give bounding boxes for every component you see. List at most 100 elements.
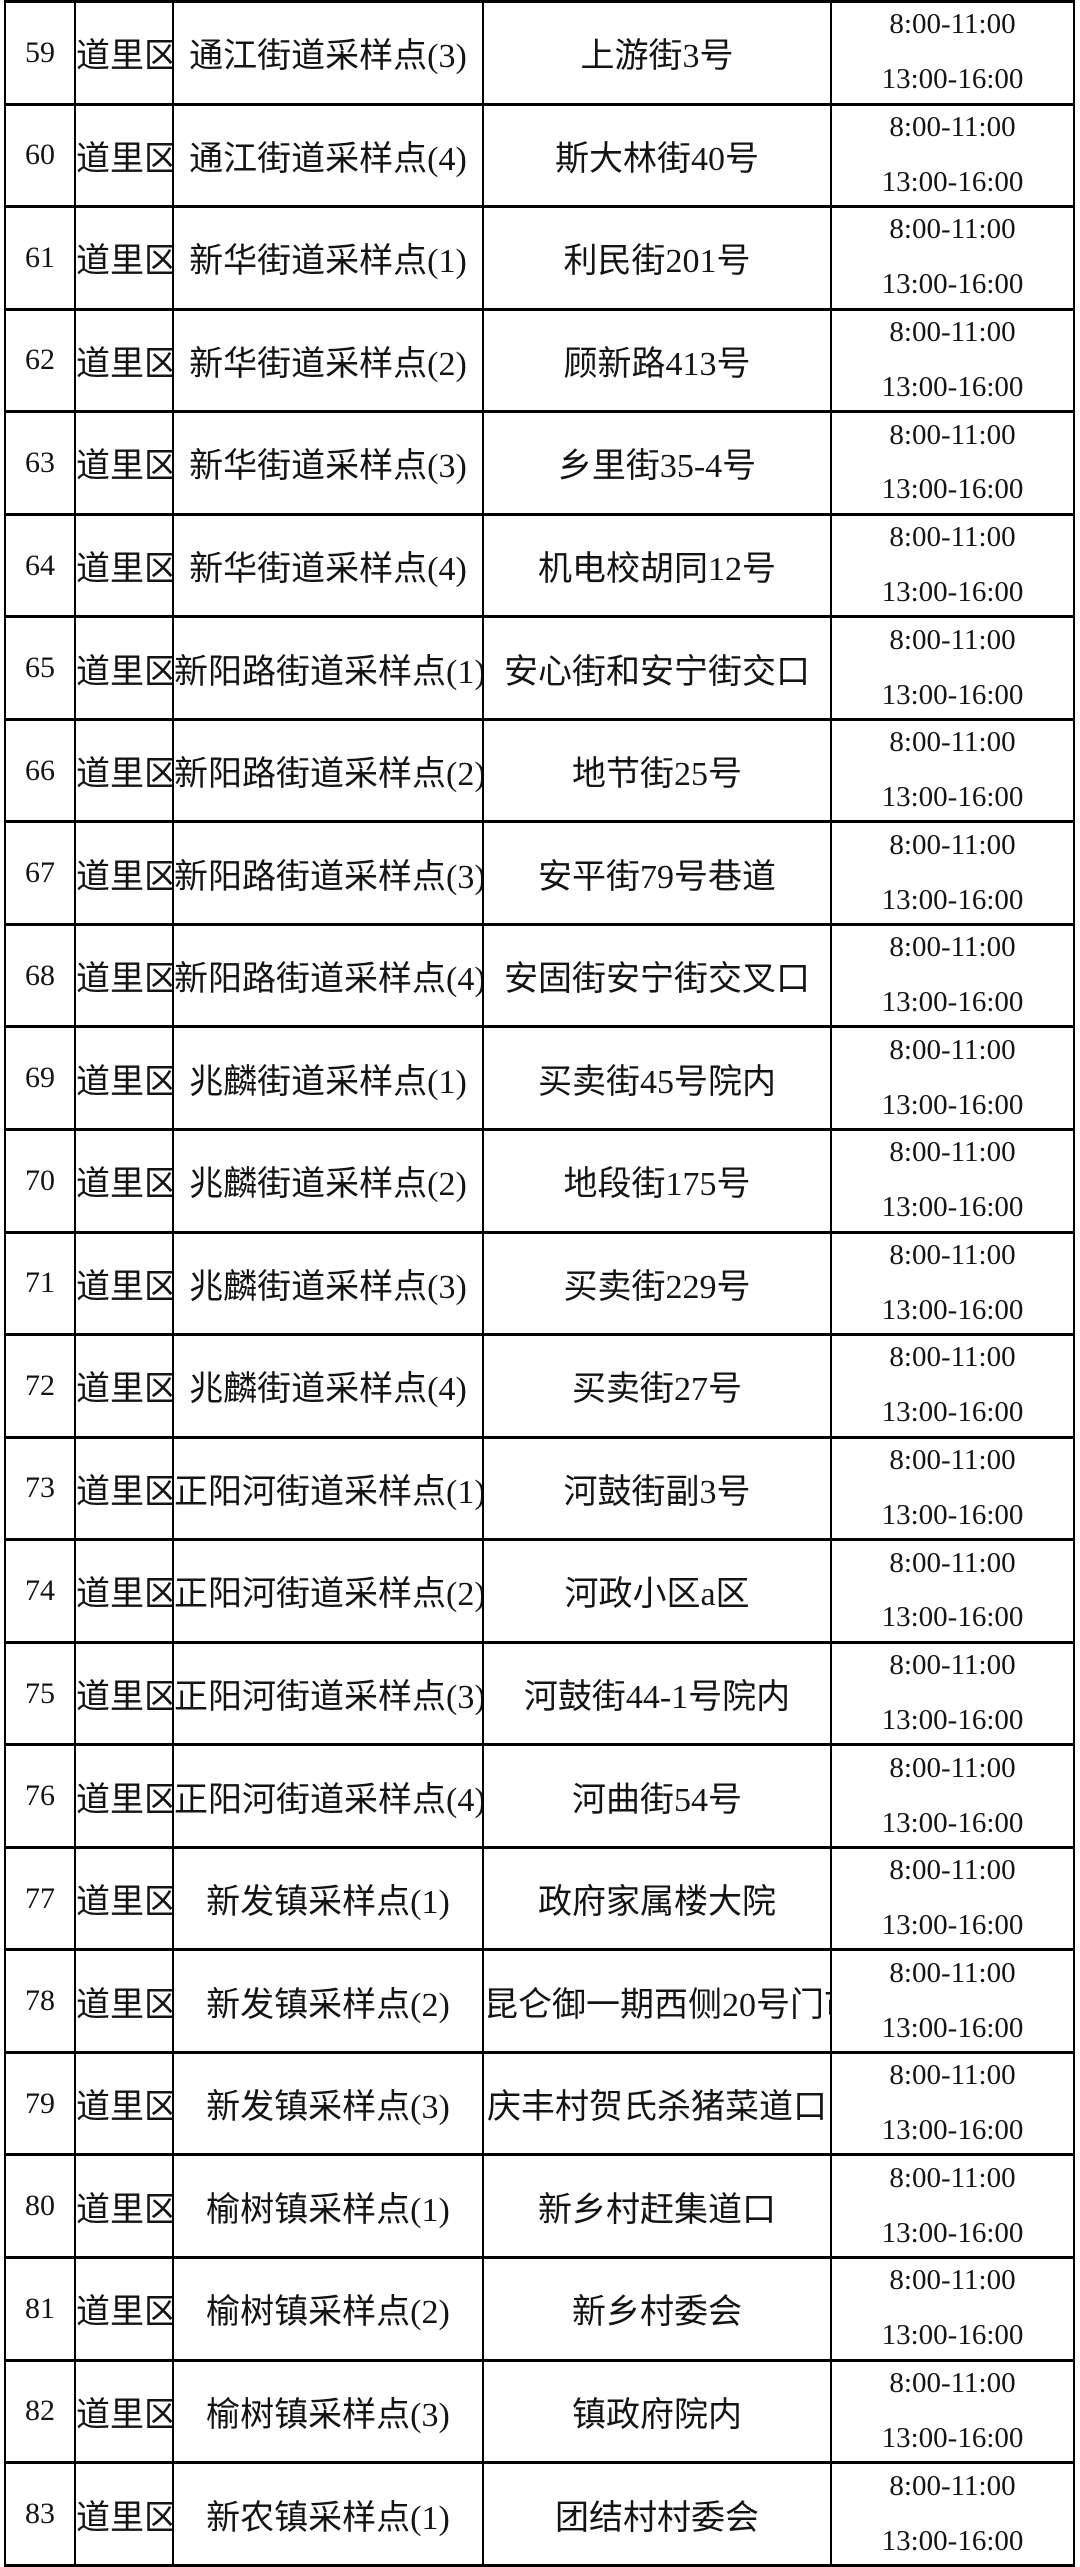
- table-body: 59 道里区 通江街道采样点(3) 上游街3号 8:00-11:00 13:00…: [4, 0, 1075, 2567]
- table-row: 65 道里区 新阳路街道采样点(1) 安心街和安宁街交口 8:00-11:00 …: [4, 615, 1075, 721]
- time-cell: 8:00-11:00 13:00-16:00: [830, 1435, 1075, 1542]
- time-slot-afternoon: 13:00-16:00: [881, 1806, 1024, 1839]
- address-cell: 河鼓街44-1号院内: [482, 1640, 832, 1747]
- time-slot-morning: 8:00-11:00: [889, 521, 1016, 554]
- table-row: 82 道里区 榆树镇采样点(3) 镇政府院内 8:00-11:00 13:00-…: [4, 2358, 1075, 2465]
- row-number-cell: 68: [4, 922, 76, 1029]
- sampling-site-cell: 新阳路街道采样点(2): [172, 717, 484, 824]
- time-slot-afternoon: 13:00-16:00: [881, 1498, 1024, 1531]
- sampling-site-cell: 兆麟街道采样点(2): [172, 1128, 484, 1234]
- district-cell: 道里区: [74, 820, 174, 926]
- table-row: 60 道里区 通江街道采样点(4) 斯大林街40号 8:00-11:00 13:…: [4, 102, 1075, 209]
- district-cell: 道里区: [74, 1025, 174, 1132]
- time-lines: 8:00-11:00 13:00-16:00: [833, 1649, 1072, 1737]
- district-cell: 道里区: [74, 922, 174, 1029]
- row-number-cell: 69: [4, 1025, 76, 1132]
- time-lines: 8:00-11:00 13:00-16:00: [833, 214, 1072, 301]
- time-slot-morning: 8:00-11:00: [889, 2059, 1016, 2092]
- sampling-site-cell: 新发镇采样点(3): [172, 2050, 484, 2157]
- time-slot-morning: 8:00-11:00: [889, 1546, 1016, 1579]
- time-slot-afternoon: 13:00-16:00: [881, 678, 1024, 711]
- time-slot-afternoon: 13:00-16:00: [881, 473, 1024, 506]
- address-cell: 新乡村赶集道口: [482, 2153, 832, 2260]
- sampling-site-cell: 新发镇采样点(2): [172, 1948, 484, 2054]
- time-cell: 8:00-11:00 13:00-16:00: [830, 307, 1075, 414]
- time-slot-afternoon: 13:00-16:00: [881, 1293, 1024, 1326]
- sampling-site-cell: 兆麟街道采样点(1): [172, 1025, 484, 1132]
- table-row: 66 道里区 新阳路街道采样点(2) 地节街25号 8:00-11:00 13:…: [4, 717, 1075, 824]
- address-cell: 河政小区a区: [482, 1538, 832, 1644]
- time-slot-morning: 8:00-11:00: [889, 1341, 1016, 1374]
- row-number-cell: 75: [4, 1640, 76, 1747]
- table-row: 75 道里区 正阳河街道采样点(3) 河鼓街44-1号院内 8:00-11:00…: [4, 1640, 1075, 1747]
- row-number-cell: 83: [4, 2461, 76, 2567]
- time-slot-morning: 8:00-11:00: [889, 726, 1016, 759]
- district-cell: 道里区: [74, 2153, 174, 2260]
- time-slot-morning: 8:00-11:00: [889, 2366, 1016, 2399]
- sampling-site-cell: 新发镇采样点(1): [172, 1845, 484, 1952]
- district-cell: 道里区: [74, 1845, 174, 1952]
- address-cell: 团结村村委会: [482, 2461, 832, 2567]
- row-number-cell: 63: [4, 410, 76, 516]
- row-number-cell: 80: [4, 2153, 76, 2260]
- table-row: 74 道里区 正阳河街道采样点(2) 河政小区a区 8:00-11:00 13:…: [4, 1538, 1075, 1644]
- table-row: 77 道里区 新发镇采样点(1) 政府家属楼大院 8:00-11:00 13:0…: [4, 1845, 1075, 1952]
- time-lines: 8:00-11:00 13:00-16:00: [833, 1444, 1072, 1532]
- time-slot-afternoon: 13:00-16:00: [881, 2011, 1024, 2044]
- sampling-site-cell: 正阳河街道采样点(4): [172, 1743, 484, 1849]
- address-cell: 政府家属楼大院: [482, 1845, 832, 1952]
- time-slot-afternoon: 13:00-16:00: [881, 2216, 1024, 2249]
- address-cell: 安心街和安宁街交口: [482, 615, 832, 721]
- table-row: 61 道里区 新华街道采样点(1) 利民街201号 8:00-11:00 13:…: [4, 205, 1075, 311]
- row-number-cell: 72: [4, 1333, 76, 1439]
- district-cell: 道里区: [74, 1128, 174, 1234]
- time-cell: 8:00-11:00 13:00-16:00: [830, 1333, 1075, 1439]
- time-slot-afternoon: 13:00-16:00: [881, 2319, 1024, 2352]
- table-row: 83 道里区 新农镇采样点(1) 团结村村委会 8:00-11:00 13:00…: [4, 2461, 1075, 2567]
- time-cell: 8:00-11:00 13:00-16:00: [830, 2256, 1075, 2362]
- sampling-site-cell: 通江街道采样点(3): [172, 0, 484, 106]
- time-slot-morning: 8:00-11:00: [889, 931, 1016, 964]
- row-number-cell: 66: [4, 717, 76, 824]
- address-cell: 安固街安宁街交叉口: [482, 922, 832, 1029]
- row-number-cell: 64: [4, 512, 76, 619]
- time-cell: 8:00-11:00 13:00-16:00: [830, 1948, 1075, 2054]
- address-cell: 地段街175号: [482, 1128, 832, 1234]
- sampling-site-cell: 新华街道采样点(1): [172, 205, 484, 311]
- time-cell: 8:00-11:00 13:00-16:00: [830, 820, 1075, 926]
- row-number-cell: 65: [4, 615, 76, 721]
- time-slot-afternoon: 13:00-16:00: [881, 781, 1024, 814]
- time-cell: 8:00-11:00 13:00-16:00: [830, 2153, 1075, 2260]
- sampling-site-cell: 兆麟街道采样点(4): [172, 1333, 484, 1439]
- address-cell: 利民街201号: [482, 205, 832, 311]
- district-cell: 道里区: [74, 1640, 174, 1747]
- time-slot-morning: 8:00-11:00: [889, 1033, 1016, 1066]
- address-cell: 安平街79号巷道: [482, 820, 832, 926]
- address-cell: 买卖街27号: [482, 1333, 832, 1439]
- time-lines: 8:00-11:00 13:00-16:00: [833, 1854, 1072, 1942]
- row-number-cell: 67: [4, 820, 76, 926]
- time-slot-morning: 8:00-11:00: [889, 1136, 1016, 1169]
- sampling-site-cell: 榆树镇采样点(1): [172, 2153, 484, 2260]
- table-row: 76 道里区 正阳河街道采样点(4) 河曲街54号 8:00-11:00 13:…: [4, 1743, 1075, 1849]
- time-lines: 8:00-11:00 13:00-16:00: [833, 1546, 1072, 1635]
- time-lines: 8:00-11:00 13:00-16:00: [833, 931, 1072, 1019]
- sampling-site-cell: 正阳河街道采样点(2): [172, 1538, 484, 1644]
- sampling-site-cell: 榆树镇采样点(3): [172, 2358, 484, 2465]
- table-row: 81 道里区 榆树镇采样点(2) 新乡村委会 8:00-11:00 13:00-…: [4, 2256, 1075, 2362]
- time-cell: 8:00-11:00 13:00-16:00: [830, 0, 1075, 106]
- district-cell: 道里区: [74, 1743, 174, 1849]
- time-cell: 8:00-11:00 13:00-16:00: [830, 2461, 1075, 2567]
- district-cell: 道里区: [74, 1538, 174, 1644]
- district-cell: 道里区: [74, 2050, 174, 2157]
- district-cell: 道里区: [74, 717, 174, 824]
- row-number-cell: 60: [4, 102, 76, 209]
- sampling-site-cell: 新华街道采样点(3): [172, 410, 484, 516]
- district-cell: 道里区: [74, 1435, 174, 1542]
- row-number-cell: 73: [4, 1435, 76, 1542]
- row-number-cell: 82: [4, 2358, 76, 2465]
- district-cell: 道里区: [74, 512, 174, 619]
- time-cell: 8:00-11:00 13:00-16:00: [830, 1230, 1075, 1337]
- row-number-cell: 59: [4, 0, 76, 106]
- time-lines: 8:00-11:00 13:00-16:00: [833, 8, 1072, 96]
